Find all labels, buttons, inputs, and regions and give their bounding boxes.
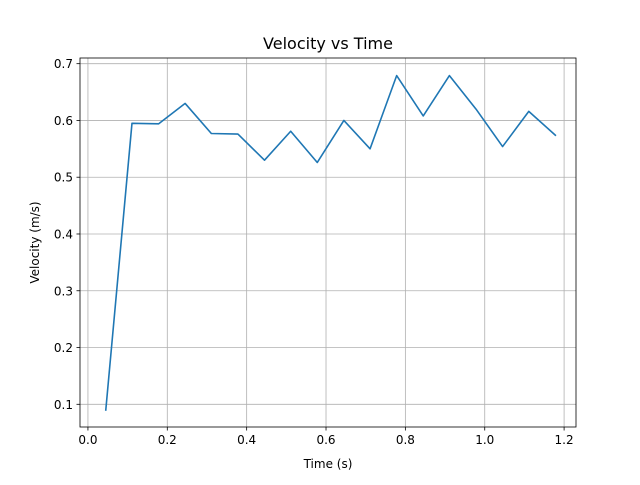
x-tick-label: 0.6 [316, 433, 335, 447]
y-tick-label: 0.6 [54, 114, 73, 128]
y-axis-label: Velocity (m/s) [28, 201, 42, 283]
grid-lines [80, 58, 576, 427]
x-tick-label: 1.2 [555, 433, 574, 447]
plot-area-frame [79, 57, 577, 428]
x-tick-label: 0.8 [396, 433, 415, 447]
y-tick-label: 0.3 [54, 284, 73, 298]
x-tick-label: 0.0 [78, 433, 97, 447]
y-tick-label: 0.2 [54, 341, 73, 355]
y-tick-label: 0.7 [54, 57, 73, 71]
axis-ticks: 0.0 0.2 0.4 0.6 0.8 1.0 1.2 0.1 0.2 0.3 0.4 0.5 0.6 0… [54, 57, 574, 447]
y-tick-label: 0.1 [54, 398, 73, 412]
x-tick-label: 0.4 [237, 433, 256, 447]
chart-title: Velocity vs Time [263, 34, 393, 53]
velocity-series-line [104, 74, 557, 411]
y-tick-label: 0.5 [54, 171, 73, 185]
series-layer [104, 74, 557, 411]
y-tick-label: 0.4 [54, 227, 73, 241]
x-tick-label: 1.0 [475, 433, 494, 447]
x-tick-label: 0.2 [158, 433, 177, 447]
x-axis-label: Time (s) [303, 457, 353, 471]
